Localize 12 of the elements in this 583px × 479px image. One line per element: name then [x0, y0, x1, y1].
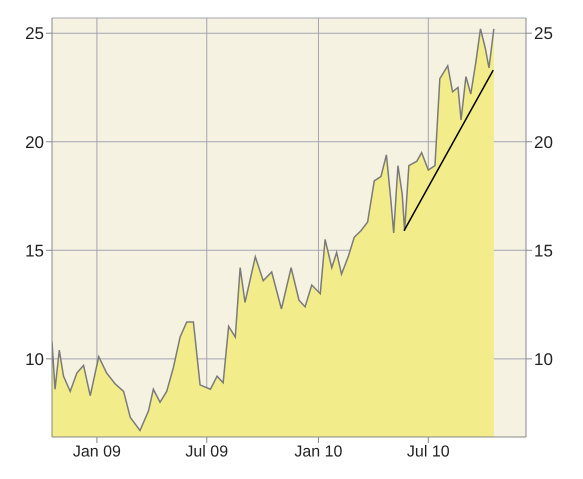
y2-tick-label: 15 — [534, 241, 553, 260]
y-tick-label: 25 — [25, 24, 44, 44]
x-tick-label: Jul 10 — [406, 443, 450, 460]
x-tick-label: Jan 09 — [72, 443, 122, 460]
x-tick-label: Jan 10 — [294, 443, 343, 460]
y-tick-label: 20 — [25, 132, 44, 152]
y-tick-label: 15 — [25, 241, 44, 260]
y2-tick-label: 10 — [534, 350, 553, 369]
x-tick-label: Jul 09 — [185, 443, 228, 460]
y2-tick-label: 20 — [534, 132, 553, 152]
y2-tick-label: 25 — [534, 24, 553, 44]
y-tick-label: 10 — [25, 350, 44, 369]
